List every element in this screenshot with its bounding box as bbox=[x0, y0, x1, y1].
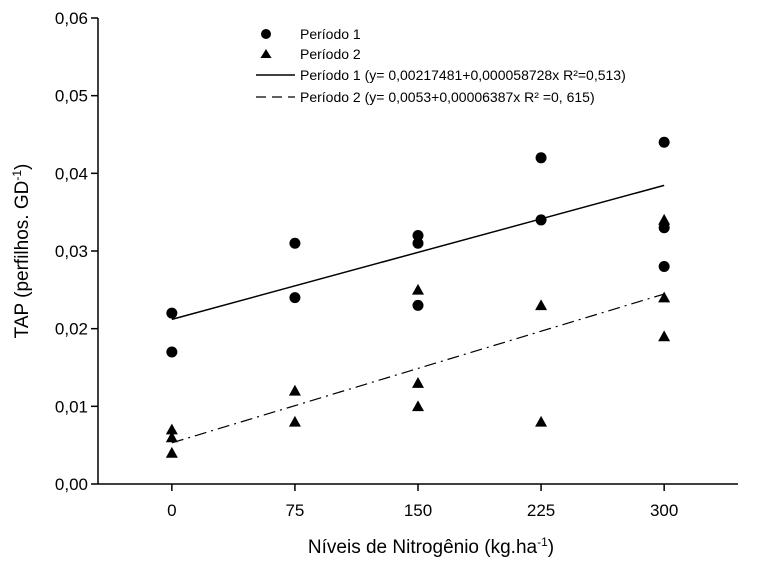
point-periodo-2 bbox=[165, 431, 178, 443]
point-periodo-1 bbox=[289, 292, 301, 304]
point-periodo-2 bbox=[412, 377, 424, 388]
point-periodo-2 bbox=[535, 299, 548, 311]
legend-label-fit-2: Período 2 (y= 0,0053+0,00006387x R² =0, … bbox=[300, 89, 595, 105]
x-tick-label: 300 bbox=[650, 501, 678, 520]
y-tick-label: 0,03 bbox=[55, 242, 88, 261]
point-periodo-1 bbox=[166, 346, 178, 358]
y-axis-title: TAP (perfilhos. GD-1) bbox=[10, 164, 33, 339]
point-periodo-1 bbox=[289, 237, 301, 249]
point-periodo-2 bbox=[288, 415, 301, 427]
point-periodo-2 bbox=[535, 415, 548, 427]
fit-lines bbox=[171, 184, 665, 444]
y-tick-label: 0,02 bbox=[55, 320, 88, 339]
point-periodo-2 bbox=[658, 330, 671, 342]
y-tick-label: 0,05 bbox=[55, 87, 88, 106]
point-periodo-2 bbox=[165, 446, 178, 458]
data-points bbox=[165, 136, 671, 458]
point-periodo-1 bbox=[412, 299, 424, 311]
x-axis-title: Níveis de Nitrogênio (kg.ha-1) bbox=[308, 535, 554, 558]
legend-marker-periodo-2 bbox=[260, 49, 272, 58]
y-tick-label: 0,00 bbox=[55, 475, 88, 494]
y-tick-label: 0,06 bbox=[55, 9, 88, 28]
fit-line-periodo-2 bbox=[171, 293, 665, 444]
point-periodo-2 bbox=[412, 400, 424, 412]
point-periodo-2 bbox=[412, 283, 424, 295]
point-periodo-1 bbox=[658, 261, 670, 273]
point-periodo-1 bbox=[166, 307, 178, 319]
x-tick-label: 0 bbox=[167, 501, 176, 520]
x-tick-label: 225 bbox=[527, 501, 555, 520]
fit-line-periodo-1 bbox=[171, 184, 665, 321]
point-periodo-1 bbox=[412, 229, 424, 241]
legend-label-periodo-2: Período 2 bbox=[300, 46, 361, 62]
y-tick-label: 0,04 bbox=[55, 164, 88, 183]
point-periodo-2 bbox=[658, 213, 671, 225]
y-ticks: 0,00 0,01 0,02 0,03 0,04 0,05 0,06 bbox=[55, 9, 98, 494]
y-tick-label: 0,01 bbox=[55, 397, 88, 416]
axes bbox=[97, 18, 738, 485]
legend: Período 1 Período 2 Período 1 (y= 0,0021… bbox=[256, 26, 626, 105]
point-periodo-1 bbox=[535, 214, 547, 226]
point-periodo-2 bbox=[288, 384, 301, 396]
point-periodo-1 bbox=[658, 136, 670, 148]
point-periodo-2 bbox=[658, 291, 671, 303]
x-tick-label: 150 bbox=[404, 501, 432, 520]
legend-marker-periodo-1 bbox=[261, 29, 271, 39]
point-periodo-1 bbox=[658, 222, 670, 234]
point-periodo-1 bbox=[412, 237, 424, 249]
x-tick-label: 75 bbox=[285, 501, 304, 520]
legend-label-fit-1: Período 1 (y= 0,00217481+0,000058728x R²… bbox=[300, 67, 626, 83]
point-periodo-1 bbox=[535, 152, 547, 164]
legend-label-periodo-1: Período 1 bbox=[300, 26, 361, 42]
point-periodo-2 bbox=[165, 423, 178, 435]
x-ticks: 0 75 150 225 300 bbox=[167, 484, 678, 520]
